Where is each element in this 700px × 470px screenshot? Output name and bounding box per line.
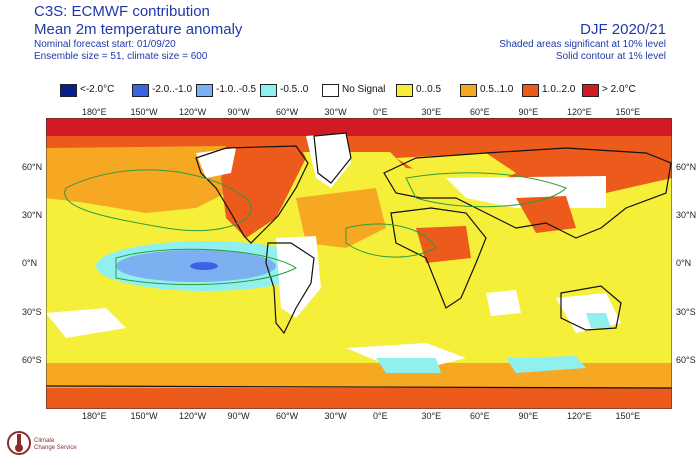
longitude-tick-label: 60°W	[276, 107, 299, 117]
longitude-tick-label: 120°E	[567, 107, 592, 117]
logo-text-climate: Climate	[34, 438, 55, 444]
ensemble-size-text: Ensemble size = 51, climate size = 600	[34, 51, 208, 62]
significance-note-shaded: Shaded areas significant at 10% level	[499, 39, 666, 50]
longitude-tick-label: 150°E	[615, 107, 641, 117]
longitude-tick-label: 30°W	[324, 411, 347, 421]
latitude-tick-label: 30°S	[22, 307, 42, 317]
longitude-tick-label: 120°E	[567, 411, 592, 421]
legend-label: -1.0..-0.5	[216, 84, 257, 95]
latitude-tick-label: 0°N	[676, 258, 692, 268]
longitude-tick-label: 30°E	[421, 107, 442, 117]
legend-swatch	[582, 84, 599, 97]
longitude-tick-label: 60°E	[470, 107, 490, 117]
longitude-tick-label: 90°W	[227, 107, 250, 117]
longitude-tick-label: 150°W	[130, 411, 158, 421]
legend-swatch	[260, 84, 277, 97]
southern-ocean-cool-patch	[376, 358, 441, 373]
latitude-tick-label: 60°S	[22, 355, 42, 365]
legend-swatch	[460, 84, 477, 97]
legend-label: 0.5..1.0	[480, 84, 514, 95]
forecast-period: DJF 2020/21	[580, 21, 666, 38]
longitude-tick-label: 180°E	[82, 107, 107, 117]
longitude-tick-label: 90°E	[518, 107, 539, 117]
arctic-hot-band	[46, 118, 672, 140]
tibet-warm-region	[516, 196, 576, 233]
legend-label: No Signal	[342, 84, 386, 95]
longitude-tick-label: 150°W	[130, 107, 158, 117]
legend-label: > 2.0°C	[602, 84, 636, 95]
longitude-tick-label: 0°E	[373, 107, 388, 117]
australia-cool-patch	[586, 313, 611, 328]
legend-label: -2.0..-1.0	[152, 84, 193, 95]
copernicus-logo: Climate Change Service	[6, 428, 96, 466]
antarctic-warm-band	[46, 388, 672, 409]
longitude-tick-label: 60°E	[470, 411, 490, 421]
longitude-tick-label: 120°W	[179, 107, 207, 117]
coastlines	[46, 132, 672, 389]
north-pacific-warm-region	[46, 146, 236, 213]
thermometer-logo-icon	[7, 431, 31, 455]
latitude-tick-label: 30°N	[22, 210, 43, 220]
chart-subtitle: Mean 2m temperature anomaly	[34, 21, 243, 38]
south-pacific-no-signal	[46, 308, 126, 338]
longitude-tick-label: 30°E	[421, 411, 442, 421]
legend-label: 0..0.5	[416, 84, 442, 95]
legend-swatch	[522, 84, 539, 97]
longitude-tick-label: 60°W	[276, 411, 299, 421]
significance-note-contour: Solid contour at 1% level	[555, 51, 666, 62]
longitude-tick-label: 180°E	[82, 411, 107, 421]
longitude-tick-label: 150°E	[615, 411, 641, 421]
latitude-tick-label: 60°N	[676, 162, 697, 172]
alaska-no-signal	[196, 148, 236, 178]
legend-swatch	[132, 84, 149, 97]
latitude-tick-label: 0°N	[22, 258, 38, 268]
la-nina-cold-core	[190, 262, 218, 270]
color-legend: <-2.0°C -2.0..-1.0 -1.0..-0.5 -0.5..0 No Sig…	[60, 83, 650, 99]
north-atlantic-warm-region	[296, 188, 386, 248]
longitude-tick-label: 120°W	[179, 411, 207, 421]
significance-contours	[64, 169, 567, 286]
greenland-no-signal	[306, 133, 351, 188]
latitude-tick-label: 30°N	[676, 210, 697, 220]
legend-swatch	[396, 84, 413, 97]
north-america-warm-region	[221, 138, 306, 238]
south-america-no-signal	[276, 236, 321, 318]
latitude-tick-label: 60°S	[676, 355, 696, 365]
latitude-tick-label: 30°S	[676, 307, 696, 317]
longitude-tick-label: 90°W	[227, 411, 250, 421]
legend-label: 1.0..2.0	[542, 84, 576, 95]
legend-swatch	[60, 84, 77, 97]
longitude-tick-label: 30°W	[324, 107, 347, 117]
logo-text-service: Change Service	[34, 445, 77, 451]
antarctic-ocean-cool-patch	[506, 356, 586, 373]
north-africa-warm-region	[416, 226, 471, 263]
forecast-start-text: Nominal forecast start: 01/09/20	[34, 39, 176, 50]
legend-label: -0.5..0	[280, 84, 309, 95]
indian-ocean-no-signal	[486, 290, 521, 316]
chart-title: C3S: ECMWF contribution	[34, 3, 210, 20]
legend-label: <-2.0°C	[80, 84, 115, 95]
longitude-tick-label: 90°E	[518, 411, 539, 421]
temperature-anomaly-map	[46, 118, 672, 409]
latitude-tick-label: 60°N	[22, 162, 43, 172]
legend-swatch	[196, 84, 213, 97]
legend-swatch	[322, 84, 339, 97]
longitude-tick-label: 0°E	[373, 411, 388, 421]
